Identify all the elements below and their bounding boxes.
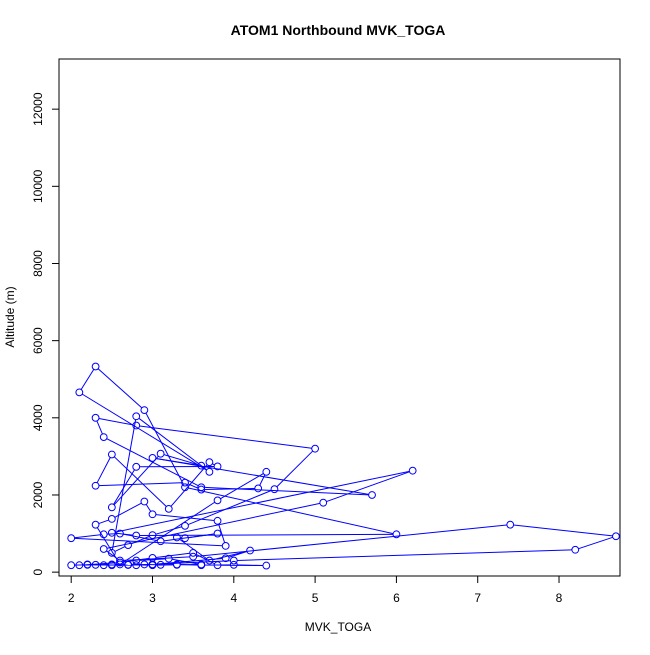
y-tick-label: 4000 — [31, 404, 45, 431]
y-tick-label: 6000 — [31, 327, 45, 354]
x-tick-label: 6 — [393, 591, 400, 605]
y-tick-label: 8000 — [31, 250, 45, 277]
x-tick-label: 2 — [68, 591, 75, 605]
x-axis-label: MVK_TOGA — [305, 620, 371, 634]
y-tick-label: 10000 — [31, 169, 45, 203]
y-tick-label: 2000 — [31, 481, 45, 508]
series-line-segment — [91, 565, 109, 566]
x-tick-label: 4 — [230, 591, 237, 605]
x-tick-label: 3 — [149, 591, 156, 605]
y-tick-label: 0 — [31, 568, 45, 575]
y-axis-label: Altitude (m) — [3, 286, 17, 347]
y-tick-label: 12000 — [31, 92, 45, 126]
chart-title: ATOM1 Northbound MVK_TOGA — [231, 22, 446, 38]
x-tick-label: 8 — [556, 591, 563, 605]
x-tick-label: 5 — [312, 591, 319, 605]
x-tick-label: 7 — [474, 591, 481, 605]
